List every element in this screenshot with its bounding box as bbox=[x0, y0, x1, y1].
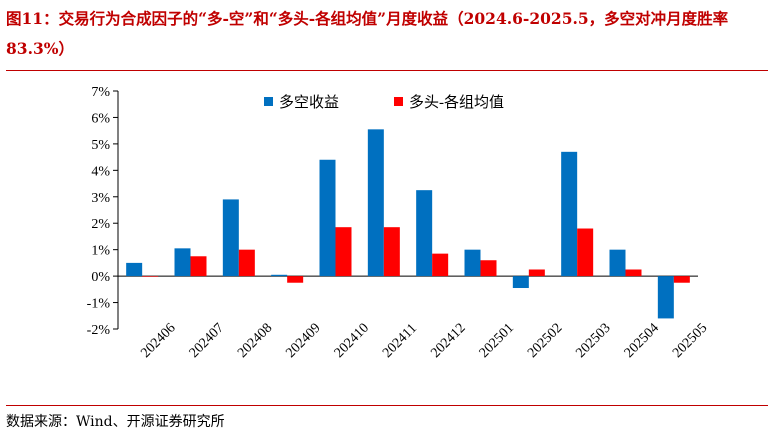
bar-long-short bbox=[367, 129, 384, 277]
bar-long-short bbox=[126, 262, 143, 277]
y-tick-label: 3% bbox=[91, 191, 110, 206]
x-tick-label: 202412 bbox=[428, 321, 468, 361]
bar-long-short bbox=[319, 159, 336, 277]
x-tick-label: 202406 bbox=[138, 321, 178, 361]
bar-long-short bbox=[657, 276, 674, 319]
x-tick-label: 202411 bbox=[380, 321, 420, 361]
bar-long-vs-mean bbox=[238, 249, 255, 277]
y-tick-label: -2% bbox=[87, 323, 111, 338]
x-tick-label: 202503 bbox=[573, 321, 613, 361]
legend-label: 多空收益 bbox=[279, 94, 339, 111]
bar-long-short bbox=[561, 151, 578, 277]
bar-long-vs-mean bbox=[577, 228, 594, 277]
bar-long-vs-mean bbox=[287, 276, 304, 283]
bar-long-vs-mean bbox=[528, 269, 545, 277]
bar-long-vs-mean bbox=[625, 269, 642, 277]
x-tick-label: 202501 bbox=[477, 321, 517, 361]
y-tick-label: -1% bbox=[87, 297, 111, 312]
bar-long-vs-mean bbox=[335, 227, 352, 277]
legend-label: 多头-各组均值 bbox=[409, 94, 504, 111]
x-tick-label: 202504 bbox=[622, 321, 662, 361]
y-tick-label: 5% bbox=[91, 138, 110, 153]
bar-long-short bbox=[416, 190, 433, 277]
chart-axes: -2% -1% 0% 1% 2% 3% 4% 5% 6% 7% 202406 202407 202408… bbox=[87, 85, 711, 361]
x-tick-label: 202408 bbox=[235, 321, 275, 361]
bar-long-short bbox=[464, 249, 481, 277]
y-tick-label: 0% bbox=[91, 270, 110, 285]
bar-long-short bbox=[271, 274, 288, 277]
source-divider bbox=[6, 405, 768, 406]
figure-title: 图11：交易行为合成因子的“多-空”和“多头-各组均值”月度收益（2024.6-… bbox=[6, 9, 729, 58]
bar-long-short bbox=[222, 199, 239, 277]
x-tick-label: 202410 bbox=[332, 321, 372, 361]
chart-bars bbox=[126, 129, 690, 319]
x-tick-label: 202502 bbox=[525, 321, 565, 361]
x-tick-label: 202409 bbox=[283, 321, 323, 361]
bar-long-short bbox=[609, 249, 626, 277]
bar-long-vs-mean bbox=[383, 227, 400, 277]
bar-long-vs-mean bbox=[142, 276, 159, 277]
bar-long-vs-mean bbox=[480, 260, 497, 277]
bar-long-vs-mean bbox=[432, 253, 449, 277]
bar-chart: -2% -1% 0% 1% 2% 3% 4% 5% 6% 7% 202406 202407 202408… bbox=[87, 85, 711, 361]
y-tick-label: 7% bbox=[91, 85, 110, 100]
y-tick-label: 6% bbox=[91, 111, 110, 126]
y-tick-label: 2% bbox=[91, 217, 110, 232]
x-tick-label: 202407 bbox=[187, 321, 227, 361]
bar-long-short bbox=[512, 276, 529, 289]
bar-long-short bbox=[174, 248, 191, 277]
y-tick-label: 1% bbox=[91, 244, 110, 259]
legend-swatch-long-vs-mean bbox=[394, 97, 403, 106]
x-tick-label: 202505 bbox=[670, 321, 710, 361]
chart-legend: 多空收益 多头-各组均值 bbox=[264, 94, 504, 111]
bar-long-vs-mean bbox=[673, 276, 690, 283]
title-divider bbox=[6, 70, 768, 71]
bar-long-vs-mean bbox=[190, 256, 207, 277]
legend-swatch-long-short bbox=[264, 97, 273, 106]
y-tick-label: 4% bbox=[91, 164, 110, 179]
source-note: 数据来源：Wind、开源证券研究所 bbox=[6, 414, 225, 430]
